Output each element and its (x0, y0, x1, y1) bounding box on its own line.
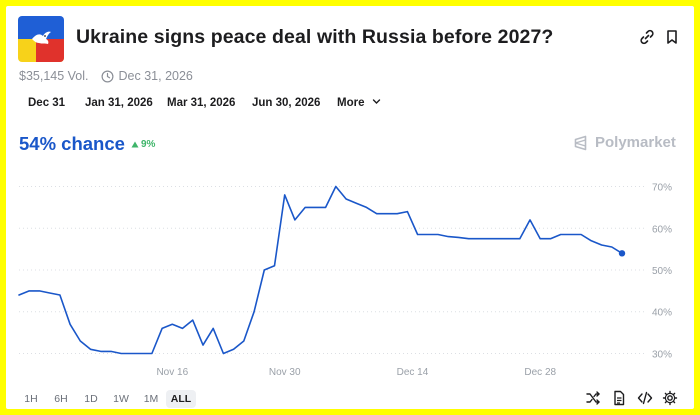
series-line (18, 185, 623, 355)
shuffle-icon[interactable] (585, 390, 601, 406)
end-date-text: Dec 31, 2026 (118, 69, 193, 83)
ukraine-flag-image (18, 16, 64, 62)
market-card: Ukraine signs peace deal with Russia bef… (6, 6, 694, 409)
x-tick-label: Dec 14 (397, 367, 429, 378)
timeframe-all[interactable]: ALL (166, 390, 196, 408)
current-point-marker (618, 250, 626, 257)
y-tick-label: 50% (652, 266, 672, 277)
dove-icon (32, 31, 51, 44)
date-tab-mar-31[interactable]: Mar 31, 2026 (167, 97, 236, 109)
timeframe-1m[interactable]: 1M (143, 393, 159, 405)
more-label: More (337, 97, 365, 109)
timeframe-1h[interactable]: 1H (24, 393, 38, 405)
y-tick-label: 70% (652, 183, 672, 194)
timeframe-selector: 1H 6H 1D 1W 1M ALL (16, 390, 196, 408)
y-tick-label: 40% (652, 308, 672, 319)
change-badge: 9% (131, 139, 155, 150)
code-icon[interactable] (637, 390, 653, 406)
y-tick-label: 30% (652, 349, 672, 360)
timeframe-1d[interactable]: 1D (84, 393, 98, 405)
clock-icon (101, 70, 114, 82)
timeframe-1w[interactable]: 1W (113, 393, 129, 405)
document-icon[interactable] (611, 390, 627, 406)
polymarket-icon (574, 135, 587, 150)
date-tab-jun-30[interactable]: Jun 30, 2026 (252, 97, 321, 109)
chevron-down-icon (372, 99, 380, 104)
market-meta: $35,145 Vol. Dec 31, 2026 (19, 69, 193, 83)
date-tab-dec-31[interactable]: Dec 31 (28, 97, 66, 109)
timeframe-6h[interactable]: 6H (54, 393, 68, 405)
volume-text: $35,145 Vol. (19, 69, 89, 83)
polymarket-logo: Polymarket (573, 134, 676, 151)
chance-value: 54% chance (19, 133, 125, 154)
y-tick-label: 60% (652, 224, 672, 235)
price-chart: 70% 60% 50% 40% 30% Nov 16 Nov 30 Dec 14 Dec 28 (18, 183, 672, 378)
market-title: Ukraine signs peace deal with Russia bef… (76, 26, 554, 48)
date-tab-jan-31[interactable]: Jan 31, 2026 (85, 97, 153, 109)
x-tick-label: Nov 16 (156, 367, 188, 378)
link-icon[interactable] (638, 28, 656, 46)
bookmark-icon[interactable] (663, 28, 681, 46)
x-tick-label: Dec 28 (524, 367, 556, 378)
more-dropdown[interactable]: More (337, 97, 381, 109)
x-tick-label: Nov 30 (269, 367, 301, 378)
brand-name: Polymarket (595, 134, 676, 151)
triangle-up-icon (131, 141, 139, 148)
change-text: 9% (141, 139, 156, 150)
date-tabs: Dec 31 Jan 31, 2026 Mar 31, 2026 Jun 30,… (28, 97, 381, 109)
settings-icon[interactable] (662, 390, 678, 406)
